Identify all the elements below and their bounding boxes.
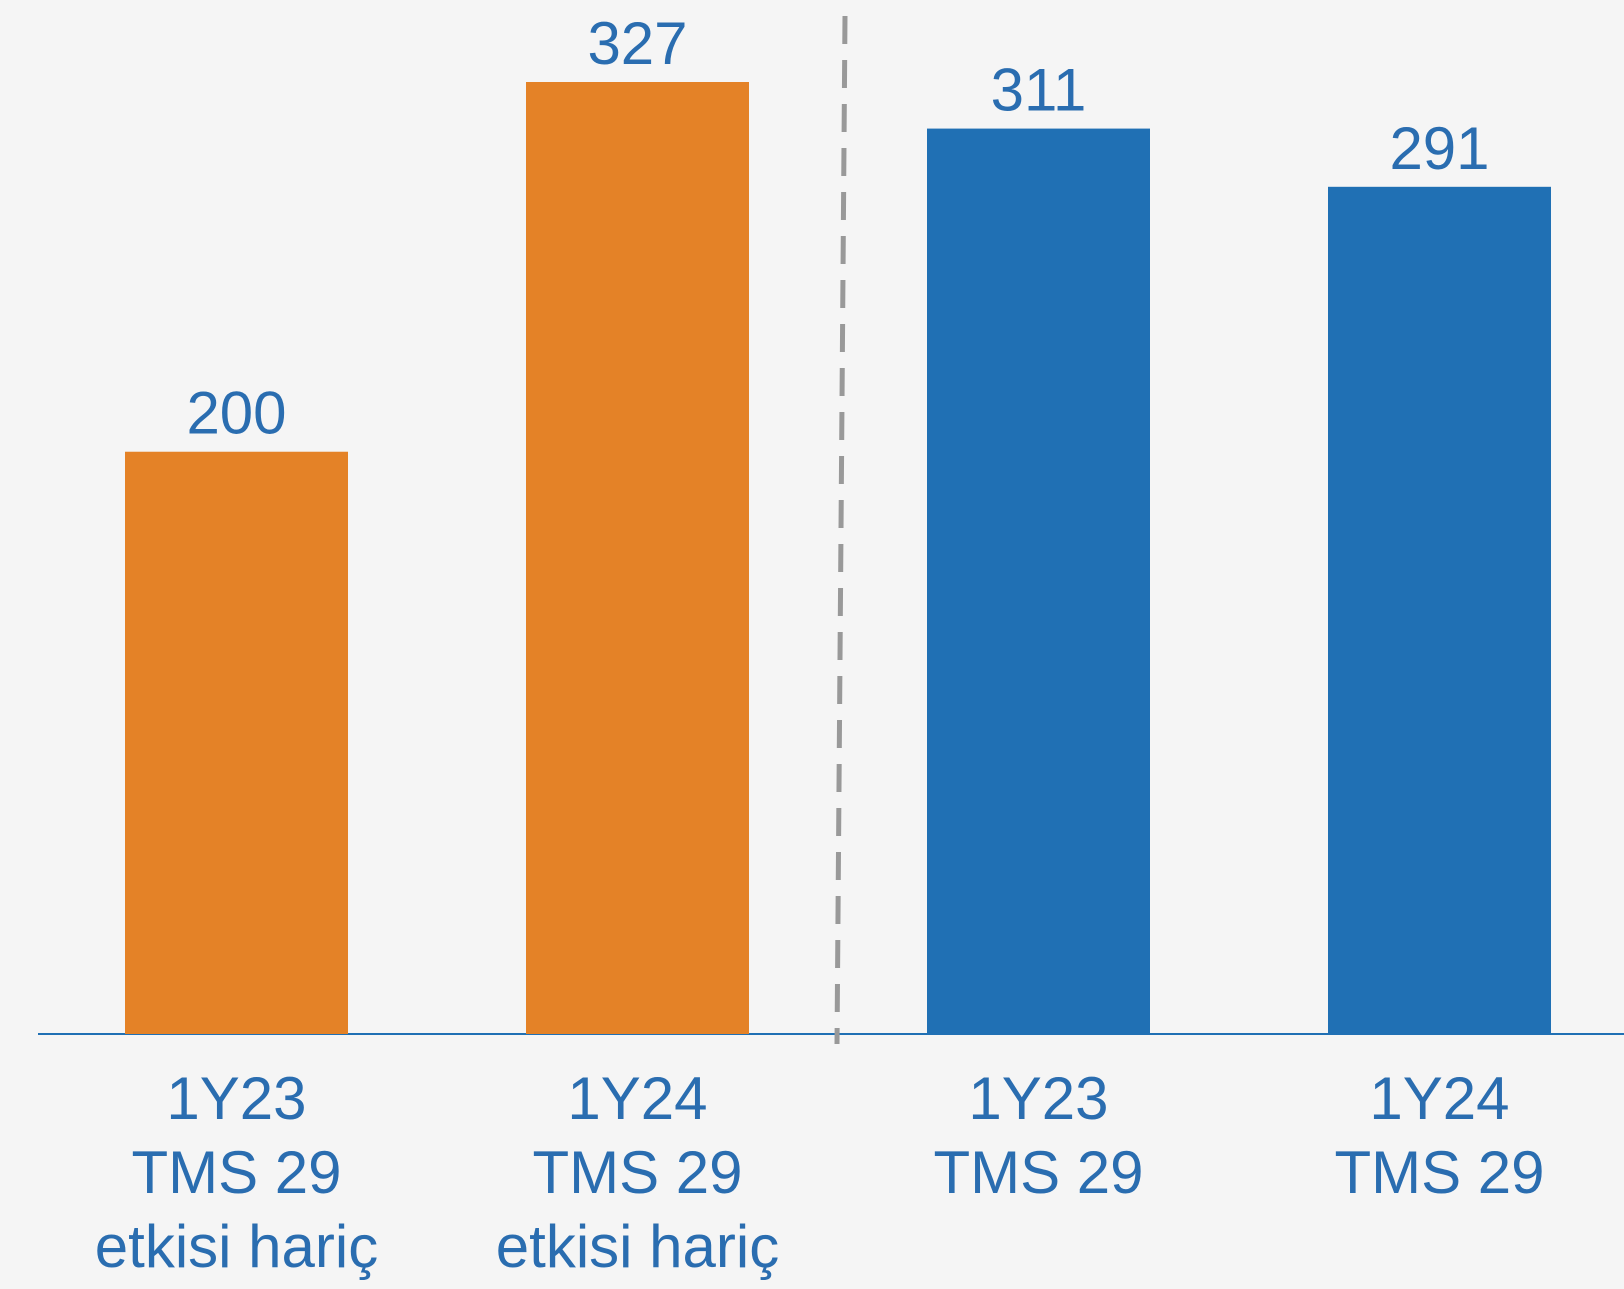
data-label: 291: [1389, 115, 1489, 182]
x-tick-label: 1Y23 TMS 29: [933, 1065, 1144, 1206]
data-label: 311: [991, 57, 1087, 124]
divider: [834, 15, 848, 1045]
bar: [927, 128, 1150, 1034]
x-tick-label: 1Y23 TMS 29 etkisi hariç: [94, 1065, 379, 1280]
data-label: 200: [186, 380, 286, 447]
data-label: 327: [587, 10, 687, 77]
bar: [526, 82, 749, 1034]
x-tick-label: 1Y24 TMS 29: [1334, 1065, 1545, 1206]
bar: [125, 451, 348, 1034]
bar: [1328, 186, 1551, 1034]
x-tick-label: 1Y24 TMS 29 etkisi hariç: [495, 1065, 780, 1280]
